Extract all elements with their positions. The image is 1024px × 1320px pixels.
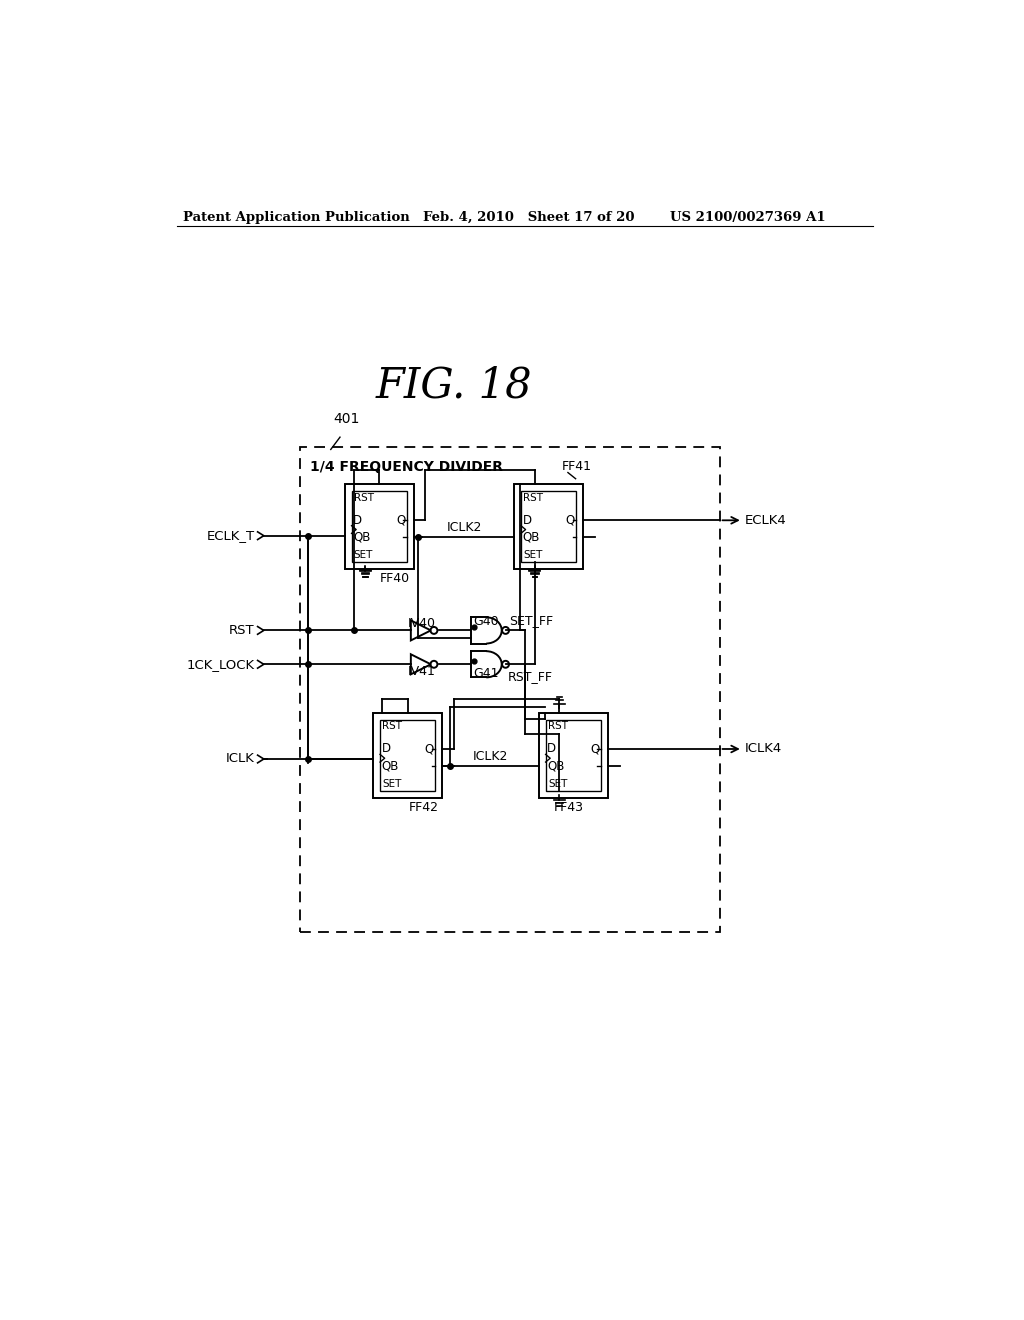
- Text: SET: SET: [548, 779, 567, 789]
- Text: FF41: FF41: [562, 459, 592, 473]
- Text: 1CK_LOCK: 1CK_LOCK: [186, 657, 255, 671]
- Bar: [514, 484, 584, 569]
- Text: RST: RST: [354, 492, 374, 503]
- Text: G41: G41: [473, 667, 499, 680]
- Text: RST: RST: [229, 624, 255, 638]
- Text: US 2100/0027369 A1: US 2100/0027369 A1: [670, 211, 825, 224]
- Bar: [546, 719, 601, 791]
- Bar: [380, 719, 435, 791]
- Bar: [351, 491, 407, 562]
- Text: Patent Application Publication: Patent Application Publication: [183, 211, 410, 224]
- Text: RST: RST: [548, 721, 568, 731]
- Text: RST: RST: [382, 721, 402, 731]
- Text: ICLK: ICLK: [225, 752, 255, 766]
- Text: Q: Q: [565, 513, 574, 527]
- Text: Q: Q: [425, 742, 434, 755]
- Text: FF42: FF42: [409, 800, 438, 813]
- Text: QB: QB: [547, 759, 564, 772]
- Bar: [300, 447, 720, 932]
- Text: RST_FF: RST_FF: [508, 671, 553, 684]
- Text: G40: G40: [473, 615, 499, 628]
- Text: IV40: IV40: [408, 616, 435, 630]
- Bar: [345, 484, 414, 569]
- Text: SET: SET: [523, 550, 543, 561]
- Text: Q: Q: [396, 513, 406, 527]
- Text: ICLK4: ICLK4: [745, 742, 782, 755]
- Bar: [373, 713, 442, 797]
- Text: FF40: FF40: [380, 572, 411, 585]
- Text: 401: 401: [333, 412, 359, 426]
- Text: QB: QB: [382, 759, 399, 772]
- Text: D: D: [547, 742, 556, 755]
- Text: RST: RST: [523, 492, 544, 503]
- Bar: [539, 713, 608, 797]
- Text: IV41: IV41: [408, 665, 435, 678]
- Text: D: D: [382, 742, 391, 755]
- Text: Feb. 4, 2010   Sheet 17 of 20: Feb. 4, 2010 Sheet 17 of 20: [423, 211, 635, 224]
- Bar: [521, 491, 577, 562]
- Text: FF43: FF43: [554, 800, 584, 813]
- Text: Q: Q: [590, 742, 599, 755]
- Text: ECLK4: ECLK4: [745, 513, 786, 527]
- Text: ICLK2: ICLK2: [473, 750, 508, 763]
- Text: FIG. 18: FIG. 18: [376, 364, 532, 407]
- Text: QB: QB: [353, 531, 371, 544]
- Text: 1/4 FREQUENCY DIVIDER: 1/4 FREQUENCY DIVIDER: [310, 461, 503, 474]
- Text: ICLK2: ICLK2: [446, 521, 481, 535]
- Text: D: D: [522, 513, 531, 527]
- Text: SET: SET: [382, 779, 401, 789]
- Text: D: D: [353, 513, 362, 527]
- Text: SET: SET: [354, 550, 373, 561]
- Text: QB: QB: [522, 531, 540, 544]
- Text: SET_FF: SET_FF: [509, 614, 554, 627]
- Text: ECLK_T: ECLK_T: [207, 529, 255, 543]
